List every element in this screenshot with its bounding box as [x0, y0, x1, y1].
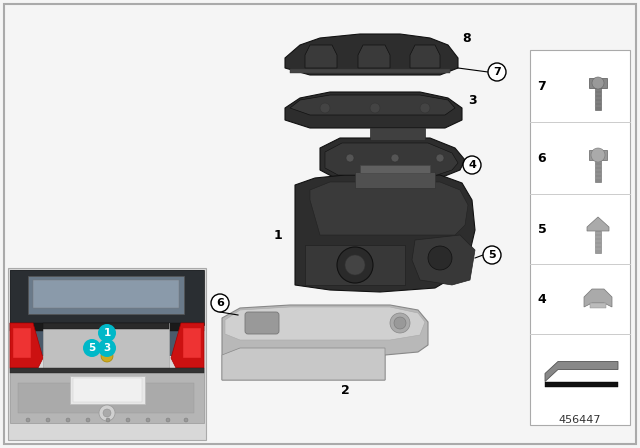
Text: 5: 5: [88, 343, 95, 353]
Text: 4: 4: [538, 293, 547, 306]
Polygon shape: [171, 323, 204, 368]
Text: 7: 7: [493, 67, 501, 77]
Bar: [545, 382, 618, 387]
Circle shape: [184, 418, 188, 422]
Text: 2: 2: [340, 383, 349, 396]
Text: 1: 1: [273, 228, 282, 241]
Circle shape: [66, 418, 70, 422]
Circle shape: [345, 255, 365, 275]
Bar: [28, 276, 184, 314]
Bar: [70, 376, 145, 404]
Polygon shape: [584, 289, 612, 307]
Circle shape: [428, 246, 452, 270]
Bar: [589, 150, 607, 160]
Circle shape: [99, 405, 115, 421]
Circle shape: [391, 154, 399, 162]
Bar: [18, 383, 194, 413]
Bar: [589, 78, 607, 88]
Bar: [355, 172, 435, 188]
Text: 8: 8: [462, 31, 470, 44]
Text: 5: 5: [488, 250, 496, 260]
Text: 4: 4: [468, 160, 476, 170]
Circle shape: [390, 313, 410, 333]
Circle shape: [106, 418, 110, 422]
Circle shape: [337, 247, 373, 283]
Circle shape: [103, 409, 111, 417]
Bar: [10, 270, 204, 356]
Circle shape: [592, 77, 604, 89]
Text: 1: 1: [104, 328, 111, 338]
Polygon shape: [10, 323, 43, 368]
Circle shape: [488, 63, 506, 81]
Bar: [590, 303, 606, 308]
Polygon shape: [410, 45, 440, 68]
Polygon shape: [222, 305, 428, 380]
Circle shape: [101, 350, 113, 362]
Polygon shape: [222, 348, 385, 380]
Text: 7: 7: [538, 79, 547, 92]
Circle shape: [126, 418, 130, 422]
Polygon shape: [358, 45, 390, 68]
Polygon shape: [285, 92, 462, 128]
Text: 6: 6: [216, 298, 224, 308]
Circle shape: [46, 418, 50, 422]
Bar: [305, 245, 405, 285]
Text: 3: 3: [468, 94, 477, 107]
Bar: [183, 328, 201, 358]
Bar: [10, 368, 204, 373]
Circle shape: [346, 154, 354, 162]
Circle shape: [98, 339, 116, 357]
Circle shape: [370, 103, 380, 113]
Circle shape: [394, 317, 406, 329]
Bar: [10, 323, 204, 331]
Polygon shape: [295, 175, 475, 292]
Text: 6: 6: [538, 151, 547, 164]
Polygon shape: [325, 143, 458, 175]
Bar: [8, 268, 206, 440]
Text: 5: 5: [538, 223, 547, 236]
Circle shape: [420, 103, 430, 113]
Bar: [10, 270, 204, 325]
Bar: [33, 280, 179, 308]
Circle shape: [86, 418, 90, 422]
Text: 3: 3: [104, 343, 111, 353]
Circle shape: [146, 418, 150, 422]
Circle shape: [591, 148, 605, 162]
Bar: [13, 328, 31, 358]
Bar: [43, 323, 169, 371]
Polygon shape: [310, 182, 468, 235]
Bar: [10, 368, 204, 423]
Polygon shape: [305, 45, 337, 68]
Bar: [530, 50, 630, 425]
Circle shape: [98, 324, 116, 342]
Circle shape: [463, 156, 481, 174]
Bar: [360, 165, 430, 173]
Polygon shape: [225, 307, 425, 340]
Circle shape: [211, 294, 229, 312]
Circle shape: [320, 103, 330, 113]
Bar: [595, 88, 601, 110]
Polygon shape: [320, 138, 465, 178]
Bar: [370, 128, 425, 140]
Polygon shape: [587, 217, 609, 231]
Circle shape: [436, 154, 444, 162]
Polygon shape: [285, 34, 458, 75]
Bar: [595, 231, 601, 253]
Text: 456447: 456447: [559, 415, 601, 425]
Bar: [73, 378, 142, 402]
Circle shape: [166, 418, 170, 422]
Circle shape: [483, 246, 501, 264]
Bar: [595, 160, 601, 182]
FancyBboxPatch shape: [245, 312, 279, 334]
Bar: [290, 69, 450, 73]
Bar: [43, 323, 169, 329]
Polygon shape: [290, 95, 455, 115]
Polygon shape: [545, 362, 618, 382]
Circle shape: [26, 418, 30, 422]
Polygon shape: [412, 235, 475, 285]
Circle shape: [83, 339, 101, 357]
